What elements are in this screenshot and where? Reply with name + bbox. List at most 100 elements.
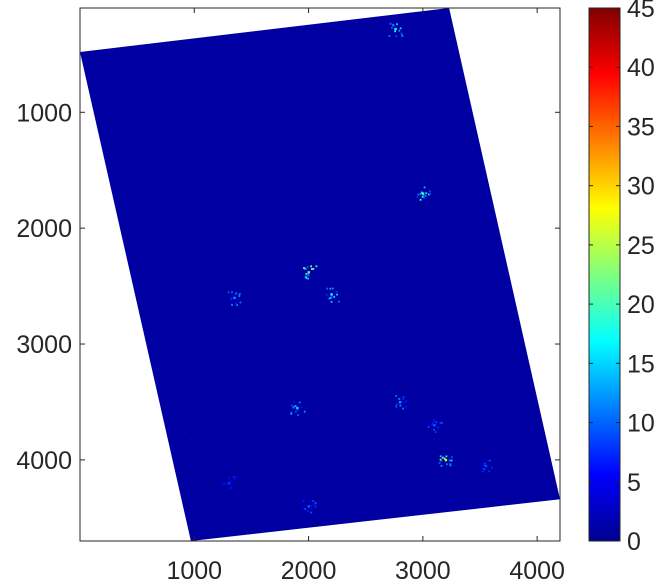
speckle [391,223,393,226]
speckle [514,409,516,411]
speckle [325,247,327,250]
speckle [163,227,165,229]
speckle [278,267,281,270]
speckle [539,474,542,476]
speckle [504,482,507,485]
speckle [142,234,145,236]
y-tick-label: 2000 [16,215,72,243]
speckle [292,418,294,421]
speckle [398,333,401,336]
speckle [202,335,204,337]
speckle [182,248,185,250]
speckle [196,251,199,253]
speckle [494,346,496,349]
speckle [185,76,187,78]
speckle [440,320,443,323]
speckle [341,159,344,162]
speckle [449,368,452,370]
speckle [464,360,467,363]
speckle [383,84,386,87]
speckle [483,372,486,375]
speckle [383,472,386,475]
speckle [227,464,230,466]
speckle [411,437,413,440]
speckle [200,320,203,323]
speckle [348,92,350,94]
speckle [419,402,421,405]
speckle [289,463,292,466]
speckle [238,355,240,357]
speckle [472,137,474,139]
speckle [154,89,157,91]
speckle [390,304,392,306]
speckle [397,62,399,64]
speckle [139,221,142,224]
speckle [317,481,320,483]
speckle [238,216,241,219]
speckle [321,297,324,300]
speckle [250,440,253,442]
speckle [351,350,354,352]
speckle [461,385,463,388]
speckle [347,294,349,297]
speckle [264,379,266,381]
speckle [185,92,187,95]
speckle [515,465,518,467]
speckle [441,366,444,369]
speckle [257,253,260,256]
speckle [334,509,337,512]
speckle [368,103,370,105]
speckle [299,502,301,504]
speckle [275,301,277,304]
speckle [399,126,402,128]
speckle [209,160,212,162]
speckle [453,382,455,384]
speckle [413,62,415,65]
speckle [156,131,158,133]
speckle [334,61,336,64]
speckle [471,280,473,283]
speckle [202,502,205,504]
speckle [305,421,307,423]
speckle [285,110,287,113]
x-tick-label: 2000 [281,557,337,585]
speckle [285,165,288,167]
speckle [291,363,293,365]
speckle [356,67,358,69]
speckle [272,218,274,220]
speckle [239,291,242,293]
speckle [207,201,210,203]
speckle [229,533,232,535]
speckle [387,74,389,77]
speckle [181,379,183,381]
speckle [364,431,366,434]
speckle [327,343,330,345]
speckle [225,153,227,156]
speckle [319,306,321,308]
speckle [503,336,505,338]
speckle [301,95,304,98]
speckle [177,393,179,395]
speckle [135,235,138,237]
speckle [121,65,124,68]
hotspot [438,455,453,467]
speckle [380,368,382,370]
speckle [362,458,365,461]
speckle [363,349,365,351]
speckle [287,33,290,35]
speckle [465,481,467,483]
speckle [385,499,388,502]
speckle [294,96,296,99]
speckle [381,515,384,517]
speckle [488,267,490,269]
speckle [460,377,462,379]
speckle [127,261,130,263]
speckle [311,174,314,177]
speckle [479,478,482,480]
speckle [340,115,343,117]
speckle [412,334,414,336]
speckle [336,421,339,424]
speckle [181,396,183,399]
speckle [365,481,368,483]
speckle [378,118,380,120]
